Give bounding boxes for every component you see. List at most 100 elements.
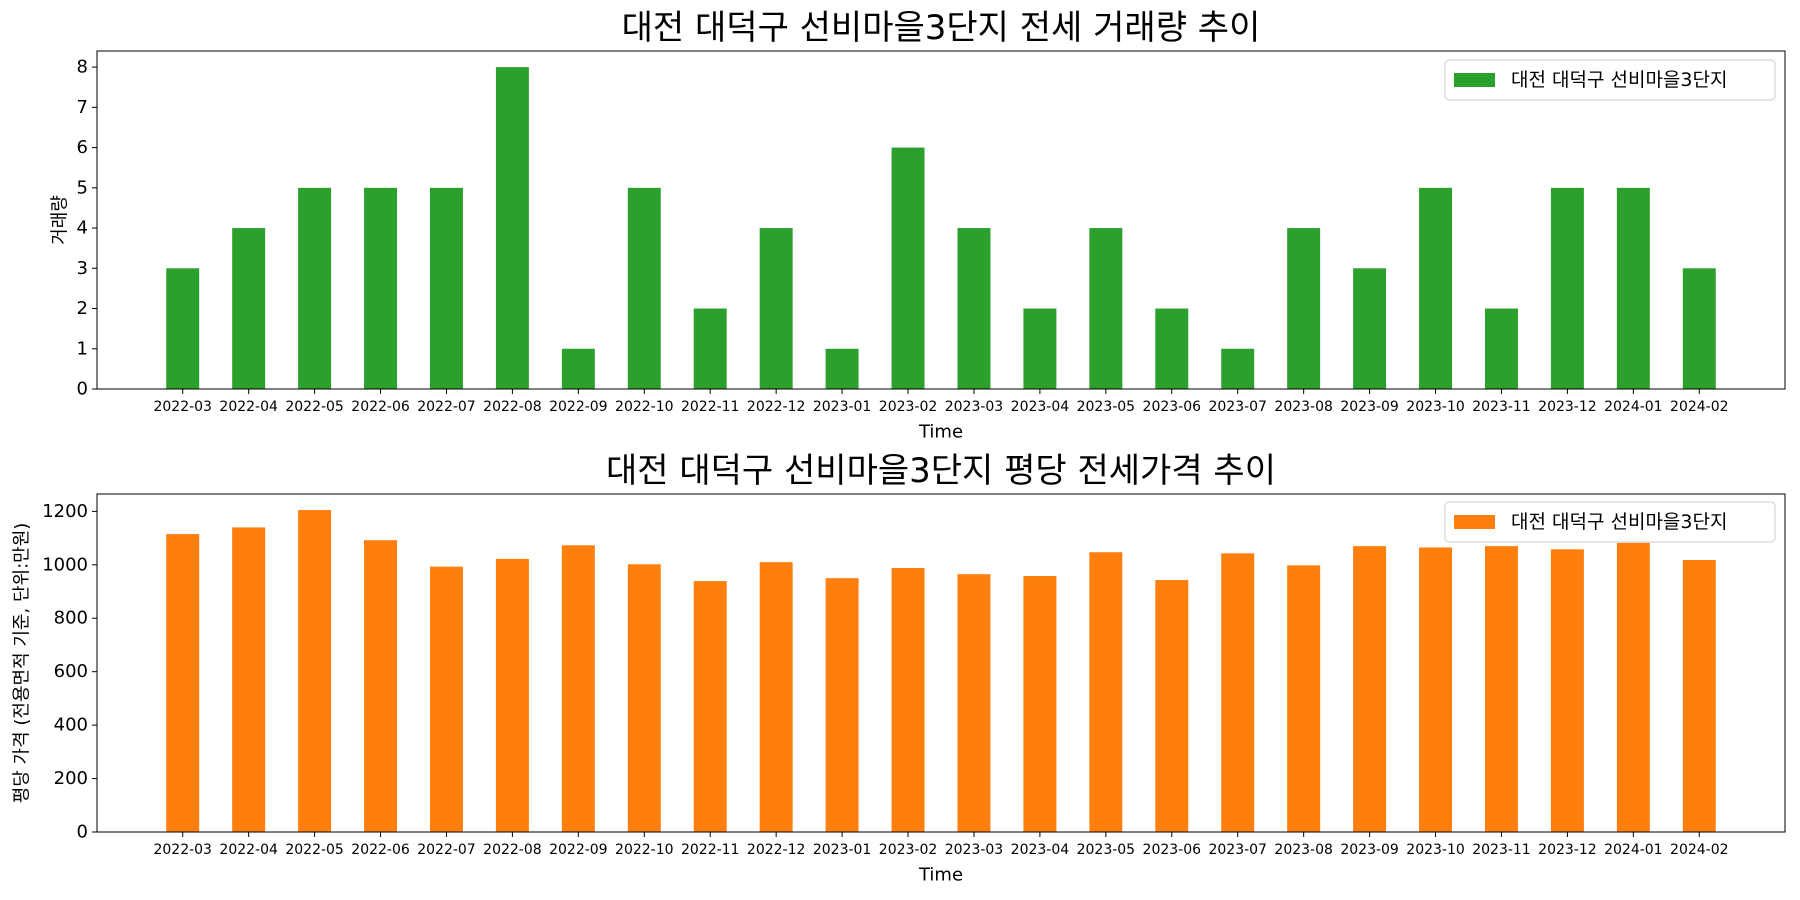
- bar: [891, 147, 925, 389]
- bar: [1089, 228, 1123, 389]
- legend-box: [1444, 501, 1776, 543]
- bar: [1419, 547, 1453, 832]
- x-tick-label: 2024-01: [1604, 399, 1663, 415]
- x-tick-label: 2023-03: [945, 842, 1004, 858]
- y-axis-label: 거래량: [50, 195, 71, 245]
- legend-swatch: [1454, 515, 1495, 529]
- bar: [364, 540, 398, 832]
- bar: [825, 348, 859, 389]
- legend-label: 대전 대덕구 선비마을3단지: [1511, 69, 1727, 91]
- x-tick-label: 2023-04: [1011, 399, 1070, 415]
- bar: [1287, 228, 1321, 389]
- x-tick-label: 2023-12: [1538, 399, 1597, 415]
- bar: [759, 562, 793, 832]
- bar: [627, 564, 661, 832]
- bar: [1353, 268, 1387, 389]
- x-tick-label: 2022-05: [285, 399, 344, 415]
- chart-2: 대전 대덕구 선비마을3단지 평당 전세가격 추이 2022-03 2022-04 2…: [12, 451, 1786, 886]
- y-tick-label: 0: [77, 379, 88, 400]
- bar: [1287, 565, 1321, 832]
- bar: [1089, 552, 1123, 832]
- legend: 대전 대덕구 선비마을3단지: [1444, 59, 1776, 101]
- y-tick-label: 3: [77, 258, 88, 279]
- bar: [1023, 576, 1057, 832]
- x-tick-label: 2023-11: [1472, 399, 1531, 415]
- chart-title: 대전 대덕구 선비마을3단지 전세 거래량 추이: [622, 8, 1261, 48]
- y-tick-label: 600: [54, 661, 88, 682]
- x-axis-label: Time: [918, 865, 963, 886]
- bar: [627, 187, 661, 389]
- x-tick-label: 2023-08: [1274, 842, 1333, 858]
- bar: [1550, 549, 1584, 832]
- bar: [561, 545, 595, 832]
- bar: [364, 187, 398, 389]
- bar: [1616, 187, 1650, 389]
- x-tick-label: 2022-06: [351, 842, 410, 858]
- x-tick-label: 2022-12: [747, 399, 806, 415]
- bar: [957, 574, 991, 832]
- legend-box: [1444, 59, 1776, 101]
- x-tick-label: 2023-05: [1077, 842, 1136, 858]
- y-tick-label: 4: [77, 218, 88, 239]
- y-tick-label: 6: [77, 137, 88, 158]
- y-tick-label: 1: [77, 338, 88, 359]
- x-tick-label: 2023-09: [1340, 842, 1399, 858]
- y-tick-label: 200: [54, 768, 88, 789]
- bar: [957, 228, 991, 389]
- bar: [298, 187, 332, 389]
- plot-frame: [96, 493, 1786, 833]
- bar: [1550, 187, 1584, 389]
- bar: [1419, 187, 1453, 389]
- y-tick-label: 7: [77, 97, 88, 118]
- x-tick-label: 2022-08: [483, 842, 542, 858]
- bar: [1682, 268, 1716, 389]
- x-tick-label: 2022-07: [417, 842, 476, 858]
- x-tick-label: 2022-10: [615, 842, 674, 858]
- y-tick-label: 1200: [42, 501, 88, 522]
- x-tick-label: 2022-09: [549, 399, 608, 415]
- x-tick-label: 2022-04: [219, 842, 278, 858]
- x-tick-label: 2023-09: [1340, 399, 1399, 415]
- x-tick-label: 2023-02: [879, 399, 938, 415]
- x-tick-label: 2022-08: [483, 399, 542, 415]
- x-tick-label: 2023-02: [879, 842, 938, 858]
- y-tick-label: 2: [77, 298, 88, 319]
- x-tick-label: 2023-06: [1143, 842, 1202, 858]
- bar: [232, 228, 266, 389]
- x-axis-label: Time: [918, 422, 963, 443]
- bar: [1155, 308, 1189, 389]
- bar: [693, 308, 727, 389]
- bar: [495, 558, 529, 832]
- bar: [1682, 560, 1716, 832]
- bar: [825, 578, 859, 832]
- bar: [429, 187, 463, 389]
- x-tick-label: 2023-03: [945, 399, 1004, 415]
- x-tick-label: 2024-02: [1670, 399, 1729, 415]
- bar: [891, 568, 925, 832]
- x-tick-label: 2023-07: [1208, 399, 1267, 415]
- bar: [1023, 308, 1057, 389]
- plot-frame: [96, 50, 1786, 390]
- x-tick-label: 2022-03: [153, 842, 212, 858]
- bar: [1616, 542, 1650, 832]
- bar: [759, 228, 793, 389]
- x-tick-label: 2022-12: [747, 842, 806, 858]
- bar: [166, 534, 200, 832]
- x-tick-label: 2022-11: [681, 399, 740, 415]
- x-tick-label: 2022-06: [351, 399, 410, 415]
- bar: [1155, 580, 1189, 832]
- x-tick-label: 2024-01: [1604, 842, 1663, 858]
- x-tick-label: 2023-12: [1538, 842, 1597, 858]
- y-tick-label: 8: [77, 57, 88, 78]
- bar: [166, 268, 200, 389]
- bar: [1221, 348, 1255, 389]
- bar: [232, 527, 266, 832]
- chart-title: 대전 대덕구 선비마을3단지 평당 전세가격 추이: [606, 451, 1276, 491]
- bar: [1484, 546, 1518, 832]
- x-tick-label: 2023-01: [813, 399, 872, 415]
- bar: [495, 67, 529, 389]
- x-tick-label: 2023-05: [1077, 399, 1136, 415]
- x-tick-label: 2024-02: [1670, 842, 1729, 858]
